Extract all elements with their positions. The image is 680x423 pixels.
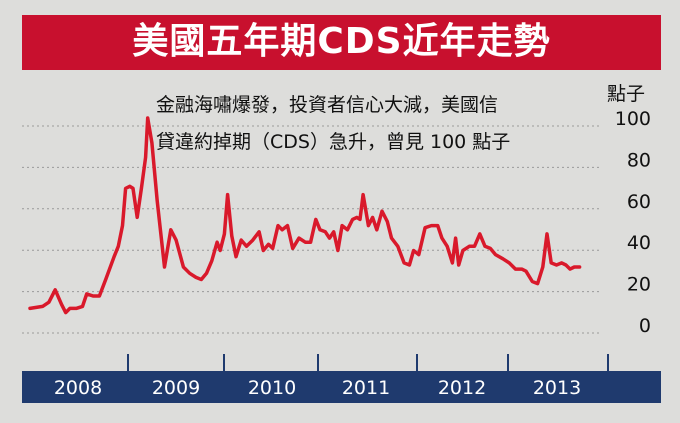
y-tick-label-60: 60 xyxy=(627,191,651,213)
annotation-line-2: 貸違約掉期（CDS）急升，曾見 100 點子 xyxy=(156,131,511,153)
y-axis-unit-label: 點子 xyxy=(607,83,646,105)
x-axis-band xyxy=(22,371,661,403)
chart-title-banner: 美國五年期CDS近年走勢 xyxy=(22,15,661,70)
y-tick-label-0: 0 xyxy=(639,315,651,337)
y-tick-label-20: 20 xyxy=(627,274,651,296)
y-tick-label-80: 80 xyxy=(627,149,651,171)
series-line-cds xyxy=(28,116,582,315)
y-tick-label-100: 100 xyxy=(615,108,651,130)
y-tick-label-40: 40 xyxy=(627,232,651,254)
chart-title: 美國五年期CDS近年走勢 xyxy=(132,21,551,62)
annotation-line-1: 金融海嘯爆發，投資者信心大減，美國信 xyxy=(156,94,499,116)
